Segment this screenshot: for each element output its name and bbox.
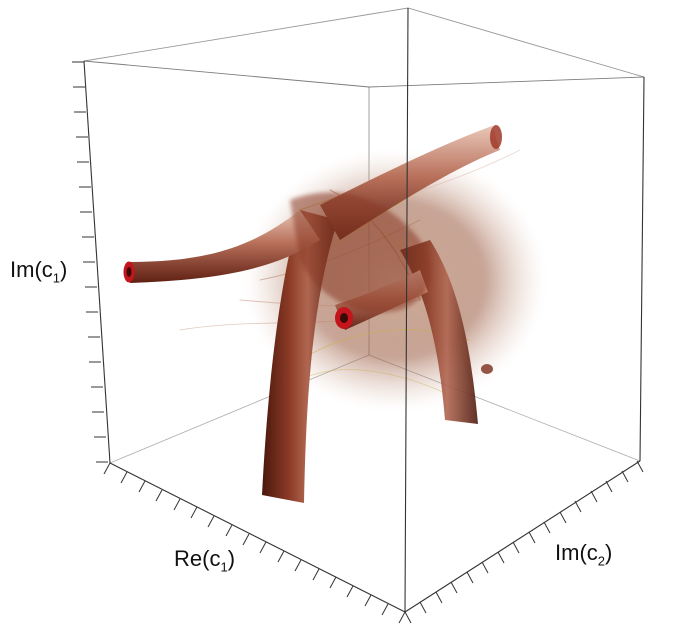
im-c1-axis-label: Im(c1) [10, 257, 67, 285]
re-c1-label-sub: 1 [220, 559, 228, 575]
box-front-center-vertical [404, 7, 409, 613]
im-c1-axis-ticks [72, 61, 108, 463]
re-c1-label-base: Re(c [174, 546, 221, 571]
tube-end-upper [490, 125, 502, 149]
box-front-right-vertical [639, 76, 645, 462]
im-c2-label-base: Im(c [555, 540, 598, 565]
box-front-left-vertical [83, 60, 111, 464]
tube-end-caps [123, 125, 502, 374]
im-c2-label-close: ) [605, 540, 613, 565]
im-c2-label-sub: 2 [597, 553, 605, 569]
re-c1-label-close: ) [227, 546, 236, 571]
im-c1-label-close: ) [60, 257, 68, 282]
re-c1-axis-ticks [103, 462, 406, 624]
tube-hub [290, 192, 431, 313]
box-back-edges [83, 7, 645, 78]
box-mid-edges [83, 60, 645, 88]
re-c1-axis-label: Re(c1) [174, 546, 235, 574]
tube-end-small [481, 364, 493, 374]
box-front-bottom-right [404, 460, 641, 613]
tube-left-arm [128, 210, 320, 283]
im-c1-label-sub: 1 [52, 270, 60, 286]
im-c1-label-base: Im(c [10, 257, 53, 282]
im-c2-axis-label: Im(c2) [555, 540, 612, 568]
im-c2-axis-ticks [404, 460, 644, 624]
bounding-box-front [83, 7, 645, 613]
box-front-bottom-left [109, 462, 406, 613]
